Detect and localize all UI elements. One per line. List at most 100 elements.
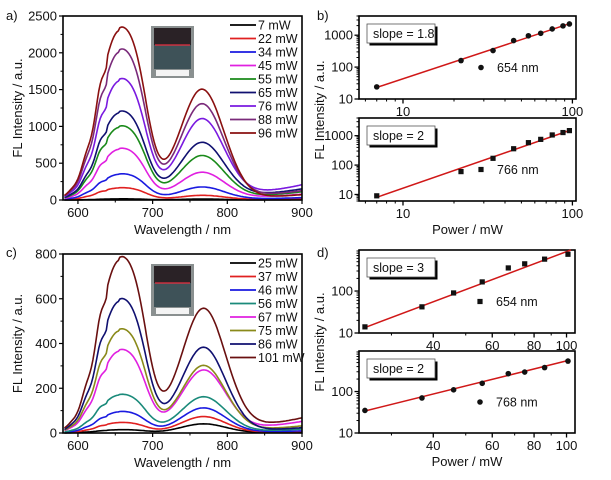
data-point	[505, 265, 511, 271]
legend-label: 96 mW	[258, 127, 298, 141]
y-tick-label: 200	[35, 381, 57, 396]
x-tick-label: 80	[527, 338, 541, 353]
panel-label-b: b)	[317, 8, 329, 23]
data-point	[566, 21, 573, 27]
inset-base	[156, 308, 189, 314]
inset-solution	[154, 45, 191, 69]
y-tick-label: 10	[339, 326, 353, 341]
data-point	[549, 26, 556, 32]
data-point	[373, 84, 380, 90]
y-tick-label: 0	[50, 426, 57, 441]
data-point	[541, 364, 548, 371]
inset-solution	[154, 283, 191, 307]
panel-b-power-dependence: 10 100 10 100 1000 slope = 1.8 654 nm 10 100 10 10…	[312, 15, 584, 237]
y-tick-label: 0	[50, 193, 57, 208]
slope-label: slope = 2	[373, 362, 424, 376]
x-tick-label: 600	[67, 438, 89, 453]
series-line-45-mw	[64, 147, 303, 200]
data-point	[458, 169, 464, 175]
inset-cuvette-photo	[151, 26, 194, 78]
panel-label-a: a)	[6, 8, 18, 23]
x-tick-label: 700	[142, 438, 164, 453]
y-axis-title: FL Intensity / a.u.	[312, 60, 327, 159]
y-tick-label: 100	[331, 284, 353, 299]
x-tick-label: 40	[426, 338, 440, 353]
legend-label: 88 mW	[258, 113, 298, 127]
y-axis-title: FL Intensity / a.u.	[10, 294, 25, 393]
data-point	[505, 370, 512, 377]
x-tick-label: 100	[562, 206, 584, 221]
x-axis-title: Power / mW	[432, 454, 504, 469]
y-tick-label: 100	[331, 158, 353, 173]
x-tick-label: 40	[426, 438, 440, 453]
legend-marker	[477, 399, 483, 405]
data-point	[522, 261, 528, 267]
fit-line	[364, 249, 572, 329]
x-axis-title: Wavelength / nm	[134, 222, 231, 237]
legend-label: 34 mW	[258, 46, 298, 60]
legend-label: 766 nm	[497, 163, 539, 177]
data-point	[538, 136, 544, 142]
data-point	[490, 155, 496, 161]
series-line-46-mw	[64, 407, 302, 434]
y-tick-label: 400	[35, 336, 57, 351]
panel-label-c: c)	[6, 245, 17, 260]
fit-line	[364, 359, 569, 412]
x-tick-label: 100	[562, 104, 584, 119]
legend-label: 67 mW	[258, 311, 298, 325]
y-axis-title: FL Intensity / a.u.	[10, 58, 25, 157]
x-tick-label: 700	[142, 205, 164, 220]
data-point	[565, 251, 571, 257]
legend-label: 768 nm	[496, 396, 538, 410]
data-point	[537, 30, 544, 37]
slope-box	[366, 23, 436, 44]
legend-label: 46 mW	[258, 284, 298, 298]
x-tick-label: 80	[527, 438, 541, 453]
series-line-86-mw	[64, 297, 303, 431]
data-point	[479, 380, 486, 387]
x-tick-label: 100	[556, 338, 578, 353]
legend-label: 25 mW	[258, 257, 298, 271]
data-point	[566, 128, 573, 134]
legend-label: 75 mW	[258, 324, 298, 338]
legend-label: 65 mW	[258, 86, 298, 100]
series-line-76-mw	[64, 77, 303, 198]
panel-d-power-dependence: 40 60 80 100 10 100 slope = 3 654 nm 40 60 80 100 10…	[312, 249, 578, 469]
data-point	[521, 369, 528, 375]
legend-label: 45 mW	[258, 59, 298, 73]
data-point	[490, 47, 496, 54]
slope-box	[366, 257, 436, 278]
legend-label: 7 mW	[258, 19, 291, 33]
series-line-34-mw	[64, 173, 303, 201]
y-tick-label: 800	[35, 247, 57, 262]
x-tick-label: 60	[485, 338, 499, 353]
y-tick-label: 100	[331, 60, 353, 75]
x-tick-label: 600	[67, 205, 89, 220]
x-tick-label: 100	[556, 438, 578, 453]
fit-line	[376, 129, 570, 199]
slope-label: slope = 3	[373, 261, 424, 275]
data-point	[549, 132, 555, 138]
y-tick-label: 600	[35, 291, 57, 306]
y-tick-label: 100	[331, 384, 353, 399]
inset-dark-top	[154, 28, 191, 45]
legend-marker	[478, 166, 484, 173]
slope-label: slope = 1.8	[373, 27, 435, 41]
panel-a-spectra: 600 700 800 900 0 500 1000 1500 2000 2500 Waveleng…	[10, 9, 313, 238]
x-tick-label: 10	[396, 104, 410, 119]
y-tick-label: 10	[339, 92, 353, 107]
legend-label: 37 mW	[258, 270, 298, 284]
x-axis-title: Power / mW	[432, 222, 504, 237]
y-axis-title: FL Intensity / a.u.	[312, 292, 327, 391]
legend-label: 86 mW	[258, 338, 298, 352]
data-point	[525, 32, 532, 39]
data-point	[565, 358, 571, 364]
y-tick-label: 1000	[324, 28, 353, 43]
inset-cuvette-photo	[151, 264, 194, 316]
legend-label: 654 nm	[497, 61, 539, 75]
data-point	[451, 290, 457, 296]
legend-label: 654 nm	[496, 295, 538, 309]
series-line-88-mw	[64, 48, 303, 197]
fit-line	[376, 22, 570, 89]
